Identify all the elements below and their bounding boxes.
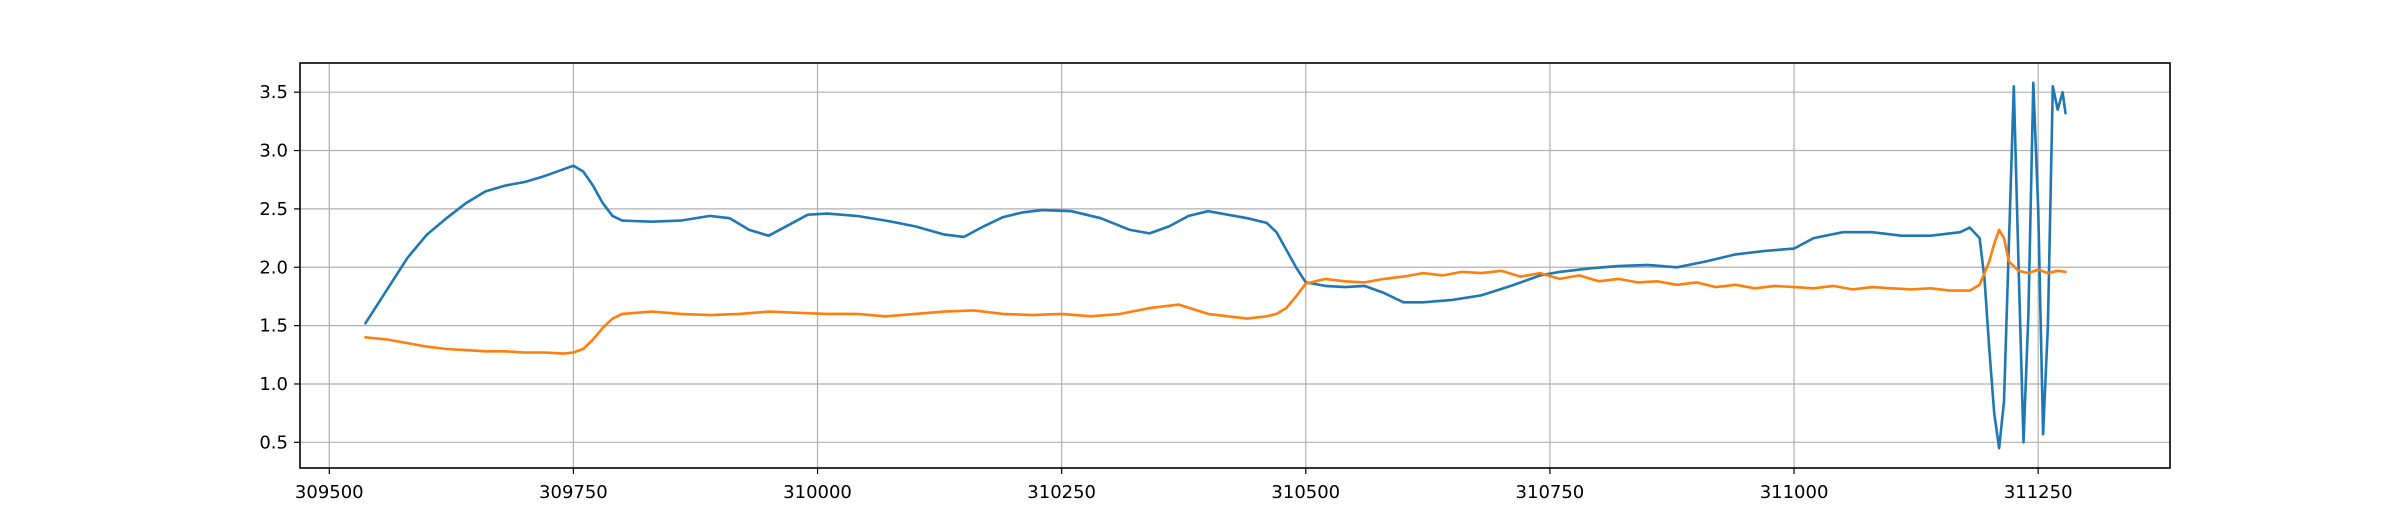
x-tick-label: 310500 [1271,482,1340,503]
x-tick-label: 310250 [1027,482,1096,503]
y-tick-label: 1.5 [259,316,288,337]
x-tick-label: 310000 [783,482,852,503]
grid [300,63,2170,468]
series-layer [364,81,2067,450]
y-tick-label: 3.5 [259,82,288,103]
y-tick-label: 3.0 [259,141,288,162]
x-tick-label: 309750 [539,482,608,503]
x-tick-label: 311000 [1760,482,1829,503]
y-tick-label: 2.0 [259,257,288,278]
series-line-2 [364,228,2067,355]
x-tick-label: 309500 [295,482,364,503]
x-tick-label: 310750 [1516,482,1585,503]
y-tick-label: 2.5 [259,199,288,220]
series-line-1 [364,81,2067,450]
y-tick-label: 0.5 [259,432,288,453]
axes: 309500 309750 310000 310250 310500 310750 3110… [259,82,2072,503]
y-tick-label: 1.0 [259,374,288,395]
plot-frame [299,62,2171,469]
x-tick-label: 311250 [2004,482,2073,503]
